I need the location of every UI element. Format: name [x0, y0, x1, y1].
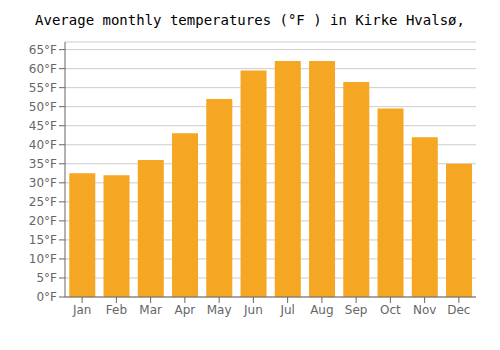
svg-text:15°F: 15°F	[29, 233, 57, 247]
svg-text:50°F: 50°F	[29, 100, 57, 114]
svg-text:Jan: Jan	[72, 303, 92, 317]
svg-text:35°F: 35°F	[29, 157, 57, 171]
svg-text:0°F: 0°F	[36, 290, 57, 304]
svg-text:Dec: Dec	[447, 303, 470, 317]
svg-text:Jun: Jun	[243, 303, 263, 317]
svg-text:40°F: 40°F	[29, 138, 57, 152]
svg-text:10°F: 10°F	[29, 252, 57, 266]
svg-text:Apr: Apr	[174, 303, 195, 317]
html-text:Average monthly temperatures (: Average monthly temperatures (°F ) in Ki…	[35, 12, 465, 28]
svg-text:Nov: Nov	[413, 303, 436, 317]
svg-text:5°F: 5°F	[36, 271, 57, 285]
svg-text:May: May	[207, 303, 232, 317]
svg-text:Oct: Oct	[380, 303, 401, 317]
svg-text:Sep: Sep	[345, 303, 368, 317]
svg-text:60°F: 60°F	[29, 62, 57, 76]
svg-text:Aug: Aug	[310, 303, 333, 317]
svg-text:55°F: 55°F	[29, 81, 57, 95]
svg-text:45°F: 45°F	[29, 119, 57, 133]
svg-text:30°F: 30°F	[29, 176, 57, 190]
svg-text:Jul: Jul	[279, 303, 294, 317]
svg-text:65°F: 65°F	[29, 43, 57, 57]
svg-text:20°F: 20°F	[29, 214, 57, 228]
svg-text:25°F: 25°F	[29, 195, 57, 209]
svg-text:Feb: Feb	[106, 303, 127, 317]
svg-text:Mar: Mar	[139, 303, 162, 317]
